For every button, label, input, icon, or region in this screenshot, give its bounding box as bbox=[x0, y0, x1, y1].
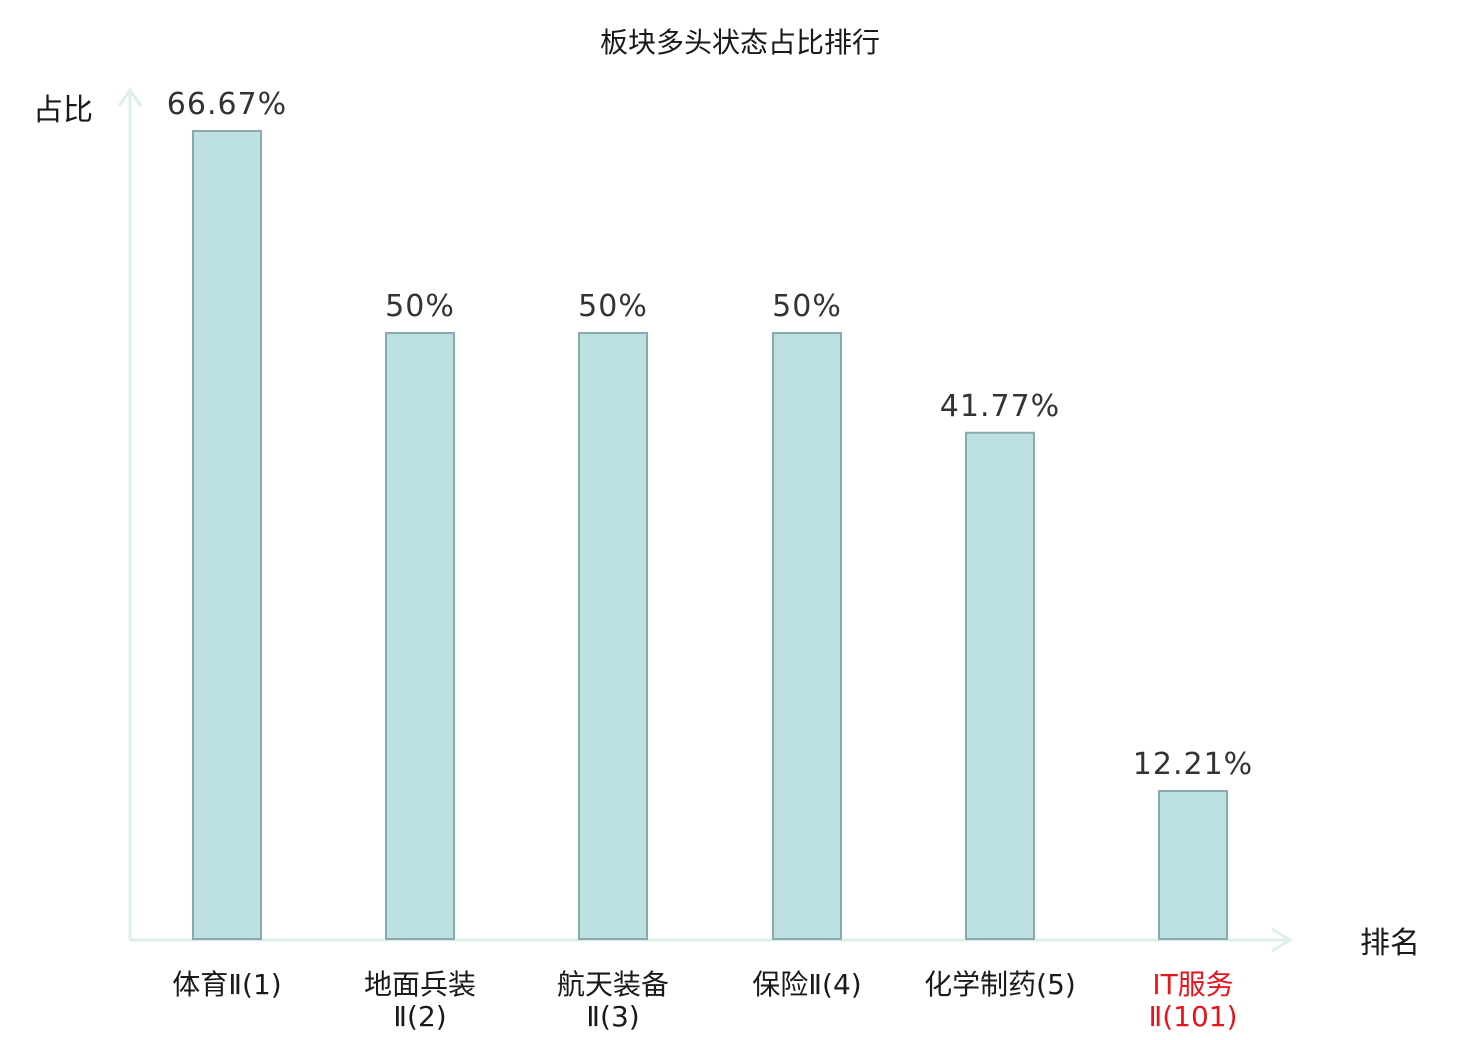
y-axis-label: 占比 bbox=[33, 93, 93, 128]
y-axis-arrow bbox=[117, 87, 143, 107]
chart-title: 板块多头状态占比排行 bbox=[600, 26, 880, 59]
bar-value-label: 12.21% bbox=[1133, 747, 1253, 782]
x-axis: 排名 bbox=[130, 926, 1420, 961]
y-axis: 占比 bbox=[33, 87, 143, 940]
category-tick-label: 体育Ⅱ(1) bbox=[172, 968, 281, 1001]
category-tick-label: Ⅱ(101) bbox=[1148, 1000, 1237, 1033]
bar-value-label: 50% bbox=[385, 289, 455, 324]
category-tick-label: 保险Ⅱ(4) bbox=[752, 968, 861, 1001]
category-tick-label: Ⅱ(2) bbox=[393, 1000, 446, 1033]
category-tick-label: 地面兵装 bbox=[364, 968, 476, 1001]
bar bbox=[578, 332, 648, 941]
bars bbox=[192, 130, 1228, 941]
bar-value-label: 41.77% bbox=[940, 389, 1060, 424]
value-labels: 66.67% 50% 50% 50% 41.77% 12.21% bbox=[167, 87, 1253, 782]
x-axis-label: 排名 bbox=[1360, 926, 1420, 961]
bar-value-label: 50% bbox=[578, 289, 648, 324]
category-tick-label: 化学制药(5) bbox=[924, 968, 1076, 1001]
category-tick-label: IT服务 bbox=[1152, 968, 1233, 1001]
bar bbox=[385, 332, 455, 941]
category-tick-label: 航天装备 bbox=[557, 968, 669, 1001]
category-tick-label: Ⅱ(3) bbox=[586, 1000, 639, 1033]
bar-value-label: 66.67% bbox=[167, 87, 287, 122]
bar-value-label: 50% bbox=[772, 289, 842, 324]
x-axis-arrow bbox=[1271, 927, 1293, 953]
bar bbox=[965, 431, 1035, 940]
bar bbox=[772, 332, 842, 941]
bar bbox=[192, 130, 262, 940]
bar bbox=[1158, 790, 1228, 941]
